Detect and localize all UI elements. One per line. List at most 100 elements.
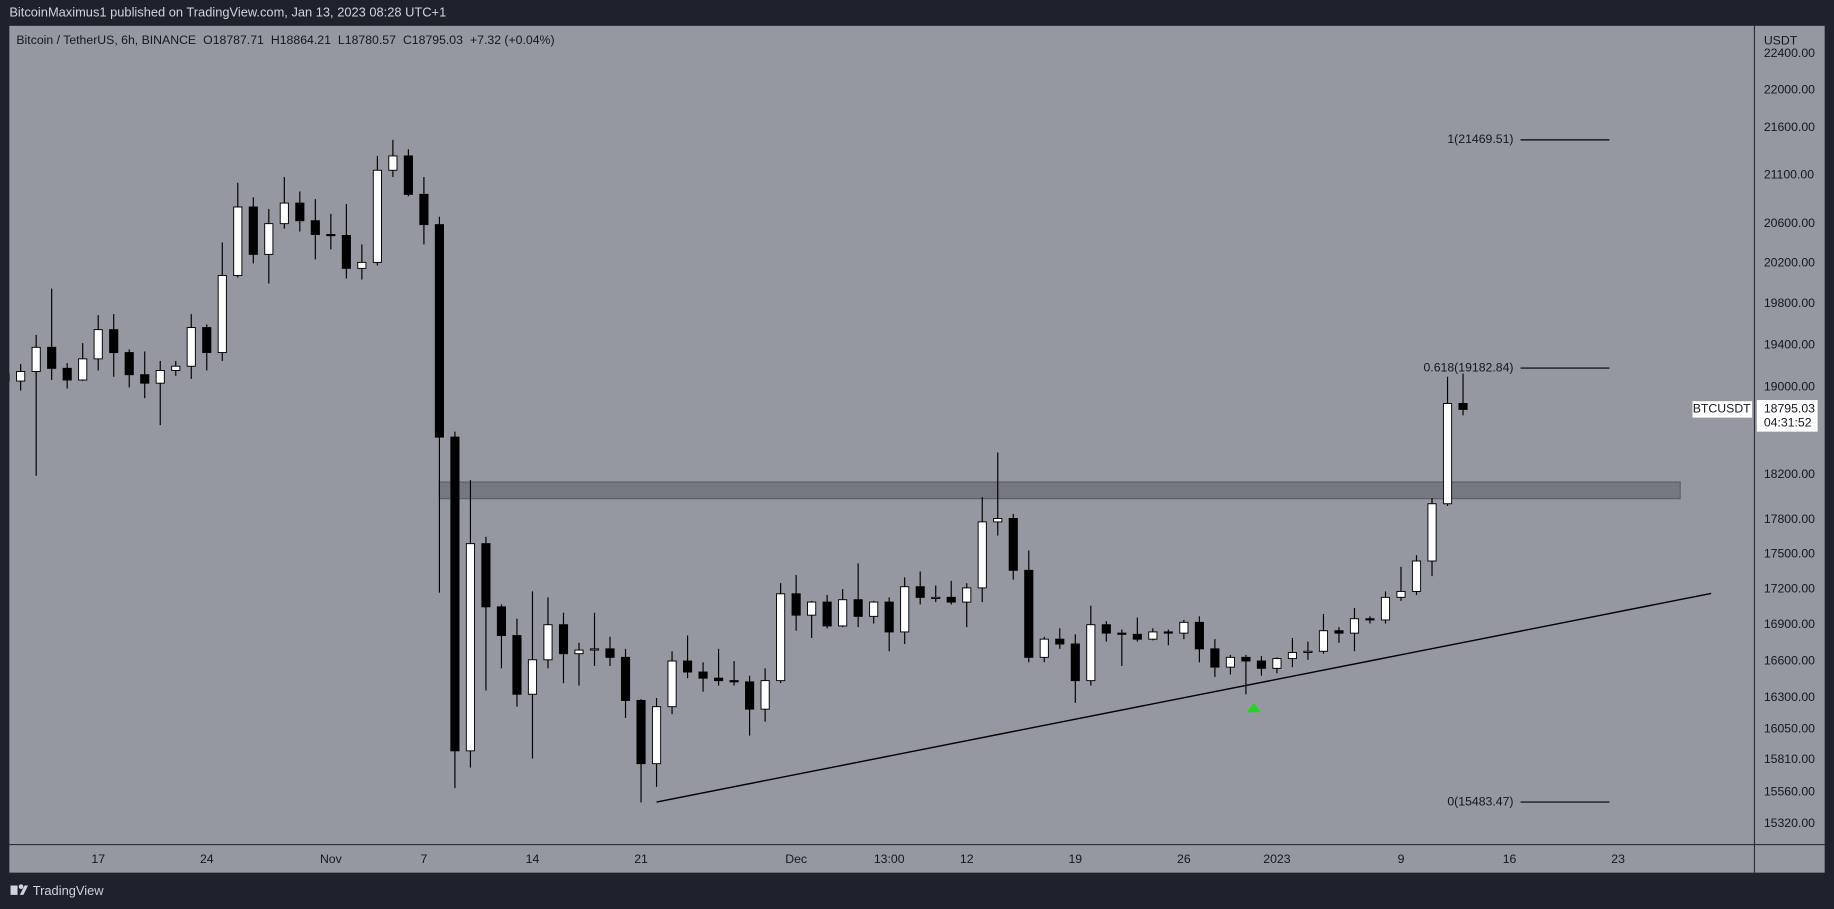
candle-body — [1380, 596, 1391, 621]
candle-body — [217, 274, 227, 354]
x-tick-label: 21 — [634, 852, 648, 866]
last-price: 18795.03 — [1764, 402, 1815, 416]
y-tick-label: 15810.00 — [1764, 752, 1815, 766]
x-tick-label: 12 — [960, 852, 974, 866]
candle-body — [1070, 643, 1080, 682]
candle-body — [1101, 624, 1111, 634]
y-tick-label: 16600.00 — [1764, 653, 1815, 667]
candle-body — [1272, 658, 1282, 669]
candle-body — [1086, 624, 1096, 682]
candle-body — [403, 155, 413, 195]
candle-body — [310, 220, 320, 235]
candle-body — [264, 223, 274, 255]
candle-body — [481, 543, 491, 608]
candle-body — [1163, 631, 1173, 634]
candle-body — [1396, 590, 1406, 598]
fib-label: 1(21469.51) — [1447, 132, 1513, 146]
y-tick-label: 16050.00 — [1764, 722, 1815, 736]
candle-body — [496, 606, 507, 637]
candle-body — [1132, 633, 1142, 640]
y-tick-label: 15320.00 — [1764, 816, 1815, 830]
candle-body — [450, 436, 460, 752]
candle-body — [651, 706, 662, 765]
candle-body — [822, 601, 832, 627]
ohlc-value: 18864.21 — [280, 33, 331, 47]
x-tick-label: 23 — [1611, 852, 1625, 866]
candle-body — [589, 648, 600, 651]
candle-body — [853, 599, 863, 617]
y-tick-label: 19400.00 — [1764, 337, 1815, 351]
y-tick-label: 17800.00 — [1764, 512, 1815, 526]
candle-body — [1024, 569, 1034, 658]
ticker-tag — [1692, 401, 1753, 418]
x-tick-label: 2023 — [1263, 852, 1290, 866]
y-tick-label: 20200.00 — [1764, 256, 1815, 270]
candle-body — [1458, 403, 1468, 410]
candle-body — [1148, 631, 1158, 640]
candle-body — [962, 587, 972, 603]
candle-body — [202, 327, 212, 354]
candle-body — [1241, 656, 1251, 662]
candle-body — [1117, 632, 1127, 635]
candle-body — [527, 659, 538, 695]
candle-body — [434, 224, 444, 438]
candle-body — [1334, 630, 1344, 634]
candle-body — [776, 593, 786, 682]
y-tick-label: 19000.00 — [1764, 380, 1815, 394]
candle-body — [248, 206, 258, 255]
y-tick-label: 20600.00 — [1764, 216, 1815, 230]
candle-body — [465, 543, 475, 752]
brand: TradingView — [33, 883, 104, 898]
candle-body — [683, 660, 693, 673]
candle-body — [1427, 503, 1437, 562]
candle-body — [869, 601, 879, 617]
candle-body — [279, 202, 289, 225]
candle-body — [543, 624, 553, 661]
candle-body — [1055, 638, 1065, 645]
y-tick-label: 17500.00 — [1764, 546, 1815, 560]
logo — [10, 884, 29, 895]
candle-body — [326, 234, 336, 237]
candle-body — [760, 680, 770, 710]
candle-body — [605, 648, 615, 658]
candle-body — [667, 660, 677, 708]
candle-body — [171, 365, 181, 371]
candle-body — [1318, 630, 1329, 652]
candle-body — [884, 601, 894, 633]
candle-body — [1008, 518, 1018, 571]
x-tick-label: 16 — [1503, 852, 1517, 866]
y-tick-label: 16300.00 — [1764, 690, 1815, 704]
candle-body — [1349, 618, 1360, 634]
candle-body — [295, 202, 305, 222]
candle-body — [372, 169, 382, 263]
candle-body — [558, 624, 569, 655]
ohlc-value: 18787.71 — [213, 33, 264, 47]
x-tick-label: 24 — [200, 852, 214, 866]
candle-body — [78, 358, 88, 381]
price-tag — [1756, 400, 1818, 432]
y-tick-label: 18200.00 — [1764, 467, 1815, 481]
ohlc-key: H — [271, 33, 280, 47]
y-tick-label: 15560.00 — [1764, 784, 1815, 798]
ohlc-key: O — [203, 33, 213, 47]
candle-body — [1256, 660, 1266, 669]
candle-body — [1039, 638, 1049, 658]
change: +7.32 (+0.04%) — [470, 33, 555, 47]
candle-body — [993, 518, 1003, 523]
x-tick-label: 14 — [526, 852, 540, 866]
candle-body — [140, 374, 150, 384]
candle-body — [31, 346, 41, 372]
candle-body — [1287, 652, 1297, 660]
candle-body — [636, 699, 646, 765]
axis-unit: USDT — [1764, 33, 1798, 47]
trendline — [656, 592, 1712, 803]
candle-body — [1411, 560, 1422, 592]
y-tick-label: 22000.00 — [1764, 83, 1815, 97]
signal-arrow — [1246, 703, 1261, 713]
candle-body — [900, 586, 910, 633]
fib-label: 0(15483.47) — [1447, 794, 1513, 808]
candle-body — [574, 649, 584, 655]
candle-body — [1225, 656, 1235, 668]
